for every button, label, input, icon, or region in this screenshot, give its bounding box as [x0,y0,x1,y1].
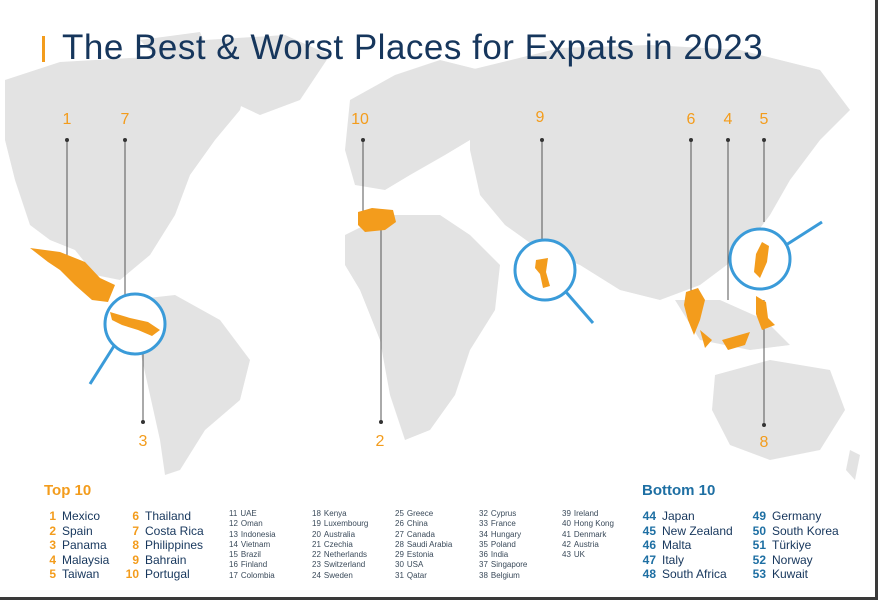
list-item: 35 Poland [479,539,516,549]
philippines-shape [756,296,775,330]
list-item: 38 Belgium [479,570,520,580]
list-item: 34 Hungary [479,529,522,539]
list-item: 2 Spain [49,523,93,538]
list-item: 43 UK [562,550,586,560]
bottom10-heading: Bottom 10 [642,482,716,499]
list-item: 33 France [479,519,516,529]
list-item: 28 Saudi Arabia [395,539,453,549]
list-item: 15 Brazil [229,550,261,560]
list-item: 48 South Africa [642,567,727,582]
leader-lines [66,140,765,425]
list-item: 20 Australia [312,529,356,539]
list-item: 29 Estonia [395,550,434,560]
list-item: 36 India [479,550,509,560]
list-item: 12 Oman [229,519,263,529]
map-label-7: 7 [121,111,130,128]
list-item: 18 Kenya [312,509,347,518]
list-item: 26 China [395,519,428,529]
list-item: 5 Taiwan [49,567,100,582]
europe-landmass [345,60,485,190]
list-item: 14 Vietnam [229,539,271,549]
top10-heading: Top 10 [44,482,92,499]
list-item: 13 Indonesia [229,529,276,539]
costa-rica-panama-shape [110,312,160,336]
map-label-10: 10 [351,111,369,128]
bottom10-list-col1: 44 Japan 45 New Zealand 46 Malta 47 Italy 48… [636,509,733,582]
map-label-5: 5 [760,111,769,128]
list-item: 45 New Zealand [642,523,733,538]
map-label-8: 8 [760,434,769,451]
list-item: 16 Finland [229,560,268,570]
list-item: 42 Austria [562,539,599,549]
list-item: 39 Ireland [562,509,599,518]
list-item: 31 Qatar [395,570,427,580]
list-item: 10 Portugal [125,567,190,582]
list-item: 40 Hong Kong [562,519,614,529]
list-item: 49 Germany [752,509,822,523]
australia-landmass [712,360,845,460]
highlighted-countries [30,208,775,350]
list-item: 21 Czechia [312,539,353,549]
list-item: 1 Mexico [49,509,101,523]
arctic-islands-landmass [140,32,210,62]
list-item: 17 Colombia [229,570,275,580]
map-label-2: 2 [376,433,385,450]
list-item: 46 Malta [642,538,692,553]
new-zealand-landmass [846,450,860,480]
leader-dots [65,138,766,427]
list-item: 19 Luxembourg [312,519,369,529]
list-item: 32 Cyprus [479,509,517,518]
list-item: 51 Türkiye [752,538,812,553]
middle-ranks-col1: 11 UAE 12 Oman 13 Indonesia 14 Vietnam 15 Bra… [229,509,276,581]
callout-shapes [110,242,769,336]
title-accent-bar [42,36,45,62]
list-item: 52 Norway [752,552,813,567]
list-item: 53 Kuwait [752,567,809,582]
malaysia-shape [700,330,750,350]
list-item: 8 Philippines [132,538,204,553]
list-item: 30 USA [395,560,424,570]
middle-ranks-col5: 39 Ireland 40 Hong Kong 41 Denmark 42 Austri… [562,509,614,560]
map-label-9: 9 [536,109,545,126]
map-label-3: 3 [139,433,148,450]
spain-portugal-shape [358,208,396,232]
top10-list-col1: 1 Mexico 2 Spain 3 Panama 4 Malaysia 5 Taiwan [40,509,109,582]
middle-ranks-col3: 25 Greece 26 China 27 Canada 28 Saudi Arabia… [395,509,452,581]
list-item: 37 Singapore [479,560,528,570]
mexico-shape [30,248,115,302]
map-rank-labels: 1 7 10 9 6 4 5 3 2 8 [63,109,769,451]
top10-list-col2: 6 Thailand 7 Costa Rica 8 Philippines 9 Bahr… [121,509,204,582]
bahrain-shape [535,258,550,288]
infographic-frame: 1 7 10 9 6 4 5 3 2 8 The Best & Worst Pl… [0,0,878,600]
thailand-shape [684,288,705,335]
world-map: 1 7 10 9 6 4 5 3 2 8 [5,32,860,480]
north-america-landmass [5,55,250,280]
map-label-6: 6 [687,111,696,128]
list-item: 4 Malaysia [49,552,110,567]
list-item: 47 Italy [642,552,685,567]
taiwan-shape [754,242,769,278]
list-item: 11 UAE [229,509,257,518]
list-item: 25 Greece [395,509,434,518]
list-item: 3 Panama [49,538,107,553]
list-item: 9 Bahrain [132,552,187,567]
list-item: 27 Canada [395,529,435,539]
middle-ranks-col2: 18 Kenya 19 Luxembourg 20 Australia 21 Czech… [312,509,368,581]
list-item: 24 Sweden [312,570,353,580]
list-item: 50 South Korea [752,523,839,538]
list-item: 7 Costa Rica [132,523,204,538]
middle-ranks-col4: 32 Cyprus 33 France 34 Hungary 35 Poland 36 I… [479,509,527,581]
asia-landmass [470,45,850,300]
page-title: The Best & Worst Places for Expats in 20… [62,28,764,67]
map-label-1: 1 [63,111,72,128]
bottom10-list-col2: 49 Germany 50 South Korea 51 Türkiye 52 Norw… [746,509,839,582]
list-item: 22 Netherlands [312,550,368,560]
greenland-landmass [205,35,330,115]
map-label-4: 4 [724,111,733,128]
list-item: 23 Switzerland [312,560,366,570]
list-item: 44 Japan [642,509,695,523]
list-item: 41 Denmark [562,529,607,539]
list-item: 6 Thailand [132,509,192,523]
africa-landmass [345,215,500,440]
